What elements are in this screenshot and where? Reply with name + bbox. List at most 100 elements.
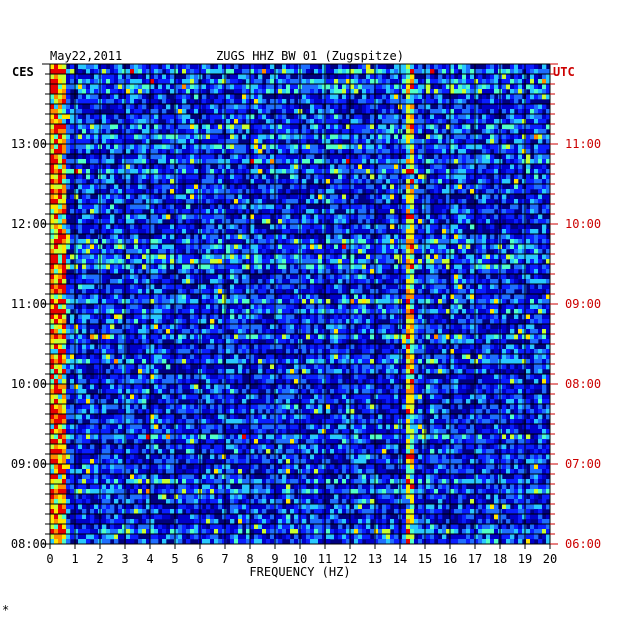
heatmap-cell [338,284,343,290]
heatmap-cell [434,294,439,300]
heatmap-cell [58,239,63,245]
heatmap-cell [426,144,431,150]
heatmap-cell [402,169,407,175]
heatmap-cell [466,124,471,130]
heatmap-cell [250,279,255,285]
heatmap-cell [458,154,463,160]
heatmap-cell [530,229,535,235]
heatmap-cell [290,109,295,115]
heatmap-cell [106,114,111,120]
heatmap-cell [322,264,327,270]
heatmap-cell [70,174,75,180]
heatmap-cell [350,154,355,160]
heatmap-cell [362,184,367,190]
heatmap-cell [194,169,199,175]
heatmap-cell [142,264,147,270]
heatmap-cell [506,289,511,295]
heatmap-cell [94,219,99,225]
heatmap-cell [462,64,467,70]
heatmap-cell [114,259,119,265]
heatmap-cell [118,74,123,80]
heatmap-cell [194,139,199,145]
heatmap-cell [310,89,315,95]
heatmap-cell [246,239,251,245]
heatmap-cell [222,289,227,295]
heatmap-cell [262,194,267,200]
heatmap-cell [394,89,399,95]
heatmap-cell [218,284,223,290]
heatmap-cell [414,94,419,100]
heatmap-cell [406,219,411,225]
heatmap-cell [490,204,495,210]
heatmap-cell [502,134,507,140]
heatmap-cell [54,104,59,110]
heatmap-cell [350,74,355,80]
heatmap-cell [486,99,491,105]
heatmap-cell [66,109,71,115]
heatmap-cell [446,69,451,75]
heatmap-cell [342,169,347,175]
heatmap-cell [426,74,431,80]
heatmap-cell [506,144,511,150]
heatmap-cell [142,154,147,160]
heatmap-cell [210,224,215,230]
heatmap-cell [530,259,535,265]
heatmap-cell [222,139,227,145]
heatmap-cell [206,154,211,160]
heatmap-cell [326,224,331,230]
heatmap-cell [214,294,219,300]
heatmap-cell [290,84,295,90]
heatmap-cell [386,264,391,270]
heatmap-cell [70,294,75,300]
heatmap-cell [474,289,479,295]
heatmap-cell [218,204,223,210]
heatmap-cell [130,109,135,115]
heatmap-cell [346,269,351,275]
heatmap-cell [418,259,423,265]
heatmap-cell [538,274,543,280]
heatmap-cell [130,64,135,70]
heatmap-cell [506,219,511,225]
heatmap-cell [274,274,279,280]
heatmap-cell [486,254,491,260]
heatmap-cell [410,219,415,225]
heatmap-cell [342,184,347,190]
heatmap-cell [282,259,287,265]
heatmap-cell [434,114,439,120]
heatmap-cell [54,114,59,120]
heatmap-cell [450,169,455,175]
heatmap-cell [374,239,379,245]
heatmap-cell [358,99,363,105]
heatmap-cell [362,174,367,180]
heatmap-cell [466,149,471,155]
heatmap-cell [446,199,451,205]
heatmap-cell [238,124,243,130]
heatmap-cell [538,144,543,150]
heatmap-cell [246,74,251,80]
heatmap-cell [106,89,111,95]
heatmap-cell [450,214,455,220]
heatmap-cell [118,139,123,145]
heatmap-cell [114,169,119,175]
heatmap-cell [474,184,479,190]
heatmap-cell [438,234,443,240]
heatmap-cell [294,174,299,180]
heatmap-cell [126,204,131,210]
heatmap-cell [458,109,463,115]
heatmap-cell [294,104,299,110]
heatmap-cell [226,264,231,270]
heatmap-cell [190,289,195,295]
heatmap-cell [390,94,395,100]
heatmap-cell [238,219,243,225]
heatmap-cell [154,279,159,285]
heatmap-cell [242,219,247,225]
heatmap-cell [530,64,535,70]
heatmap-cell [302,239,307,245]
heatmap-cell [74,254,79,260]
heatmap-cell [230,254,235,260]
heatmap-cell [458,174,463,180]
heatmap-cell [510,94,515,100]
heatmap-cell [470,134,475,140]
heatmap-cell [522,219,527,225]
heatmap-cell [58,109,63,115]
